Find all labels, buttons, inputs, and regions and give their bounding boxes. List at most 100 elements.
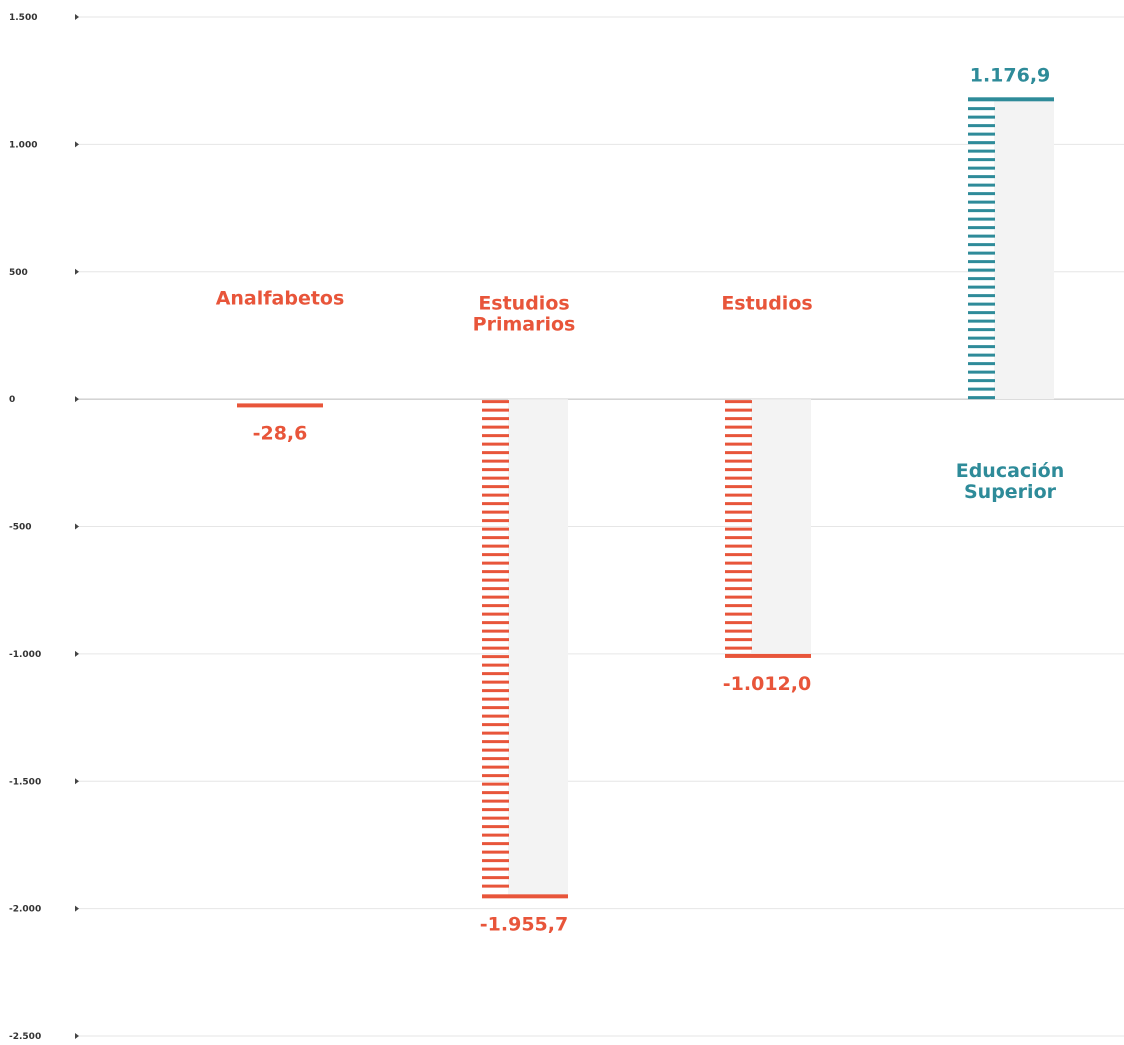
bar-stripe bbox=[482, 587, 509, 591]
bar-value-line bbox=[725, 653, 811, 658]
bar-stripe bbox=[482, 476, 509, 480]
bar-value-line bbox=[968, 97, 1054, 102]
y-tick-label: -500 bbox=[9, 523, 32, 533]
bar-stripe bbox=[482, 680, 509, 684]
bar-stripe bbox=[968, 362, 995, 366]
bar-stripe bbox=[725, 595, 752, 599]
bar-stripe bbox=[968, 209, 995, 213]
bar-stripe bbox=[725, 408, 752, 412]
bar-stripe bbox=[482, 765, 509, 769]
bar-stripe bbox=[725, 459, 752, 463]
tick-marker bbox=[75, 523, 79, 530]
bar-stripe bbox=[482, 621, 509, 625]
category-label-line: Analfabetos bbox=[216, 287, 345, 309]
bar-stripe bbox=[482, 663, 509, 667]
bar-stripe bbox=[968, 277, 995, 281]
bar-stripe bbox=[482, 757, 509, 761]
bar-stripe bbox=[482, 612, 509, 616]
bar-stripe bbox=[725, 544, 752, 548]
bar-value-line bbox=[482, 894, 568, 899]
bar-stripe bbox=[482, 731, 509, 735]
bar-stripe bbox=[725, 502, 752, 506]
bar-value-line bbox=[237, 403, 323, 408]
bar-stripe bbox=[968, 251, 995, 255]
bar-stripe bbox=[968, 396, 995, 400]
bar-stripe bbox=[482, 519, 509, 523]
bar-stripe bbox=[482, 689, 509, 693]
bar-stripe bbox=[725, 527, 752, 531]
bar-stripe bbox=[482, 876, 509, 880]
category-label: Educación Superior bbox=[956, 460, 1065, 503]
category-label-line: Superior bbox=[964, 481, 1057, 503]
bar-stripe bbox=[725, 417, 752, 421]
bar-stripe bbox=[725, 434, 752, 438]
bar-stripe bbox=[725, 536, 752, 540]
tick-marker bbox=[75, 650, 79, 657]
tick-marker bbox=[75, 396, 79, 403]
bar-stripe bbox=[968, 353, 995, 357]
bar-stripe bbox=[968, 243, 995, 247]
bar-stripe bbox=[725, 400, 752, 404]
bar-stripe bbox=[968, 141, 995, 145]
bar-stripe bbox=[968, 158, 995, 162]
bar-stripe bbox=[968, 217, 995, 221]
bar-stripe bbox=[482, 553, 509, 557]
bar-stripe bbox=[482, 408, 509, 412]
category-label: Estudios bbox=[721, 292, 812, 314]
bar-stripe bbox=[968, 311, 995, 315]
bar-stripe bbox=[968, 149, 995, 153]
category-label: Estudios Primarios bbox=[473, 292, 576, 335]
bar-stripe bbox=[482, 485, 509, 489]
bar-stripe bbox=[725, 553, 752, 557]
bar-stripe bbox=[725, 442, 752, 446]
y-tick-label: 1.500 bbox=[9, 13, 37, 23]
bar-stripe bbox=[725, 485, 752, 489]
bar-stripe bbox=[482, 451, 509, 455]
y-tick-label: -1.500 bbox=[9, 777, 41, 787]
value-label: -1.012,0 bbox=[723, 673, 811, 695]
bar-stripe bbox=[725, 629, 752, 633]
bar-stripe bbox=[968, 132, 995, 136]
bar-stripe bbox=[968, 107, 995, 111]
bar-stripe bbox=[968, 192, 995, 196]
bar-stripe bbox=[968, 226, 995, 230]
bar-stripe bbox=[482, 510, 509, 514]
bar-stripe bbox=[968, 260, 995, 264]
bar-stripe bbox=[482, 825, 509, 829]
bar-stripe bbox=[482, 842, 509, 846]
bar-stripe bbox=[725, 604, 752, 608]
bar-stripe bbox=[725, 493, 752, 497]
bar-stripe bbox=[482, 884, 509, 888]
value-label: -1.955,7 bbox=[480, 913, 568, 935]
bar-stripe bbox=[482, 527, 509, 531]
bar-stripe bbox=[968, 124, 995, 128]
bar-stripe bbox=[482, 638, 509, 642]
bar-stripe bbox=[482, 578, 509, 582]
bar-stripe bbox=[725, 578, 752, 582]
bar-stripe bbox=[482, 536, 509, 540]
bar-stripe bbox=[482, 748, 509, 752]
bar-stripe bbox=[968, 345, 995, 349]
bar-stripe bbox=[482, 561, 509, 565]
y-tick-label: 0 bbox=[9, 395, 15, 405]
bar-stripe bbox=[482, 417, 509, 421]
bar-stripe bbox=[482, 867, 509, 871]
category-label-line: Primarios bbox=[473, 313, 576, 335]
tick-marker bbox=[75, 778, 79, 785]
bar-stripe bbox=[482, 502, 509, 506]
tick-marker bbox=[75, 1033, 79, 1039]
category-label-line: Estudios bbox=[721, 292, 812, 314]
bar-stripe bbox=[482, 697, 509, 701]
bar-stripe bbox=[482, 604, 509, 608]
bar-stripe bbox=[482, 850, 509, 854]
bar-stripe bbox=[968, 370, 995, 374]
tick-marker bbox=[75, 141, 79, 148]
y-tick-label: 1.000 bbox=[9, 140, 37, 150]
bar-shadow bbox=[994, 99, 1054, 400]
bar-stripe bbox=[482, 493, 509, 497]
bar-stripe bbox=[482, 782, 509, 786]
bar-stripe bbox=[968, 328, 995, 332]
bar-stripe bbox=[725, 561, 752, 565]
bar-stripe bbox=[968, 166, 995, 170]
bar-stripe bbox=[482, 544, 509, 548]
